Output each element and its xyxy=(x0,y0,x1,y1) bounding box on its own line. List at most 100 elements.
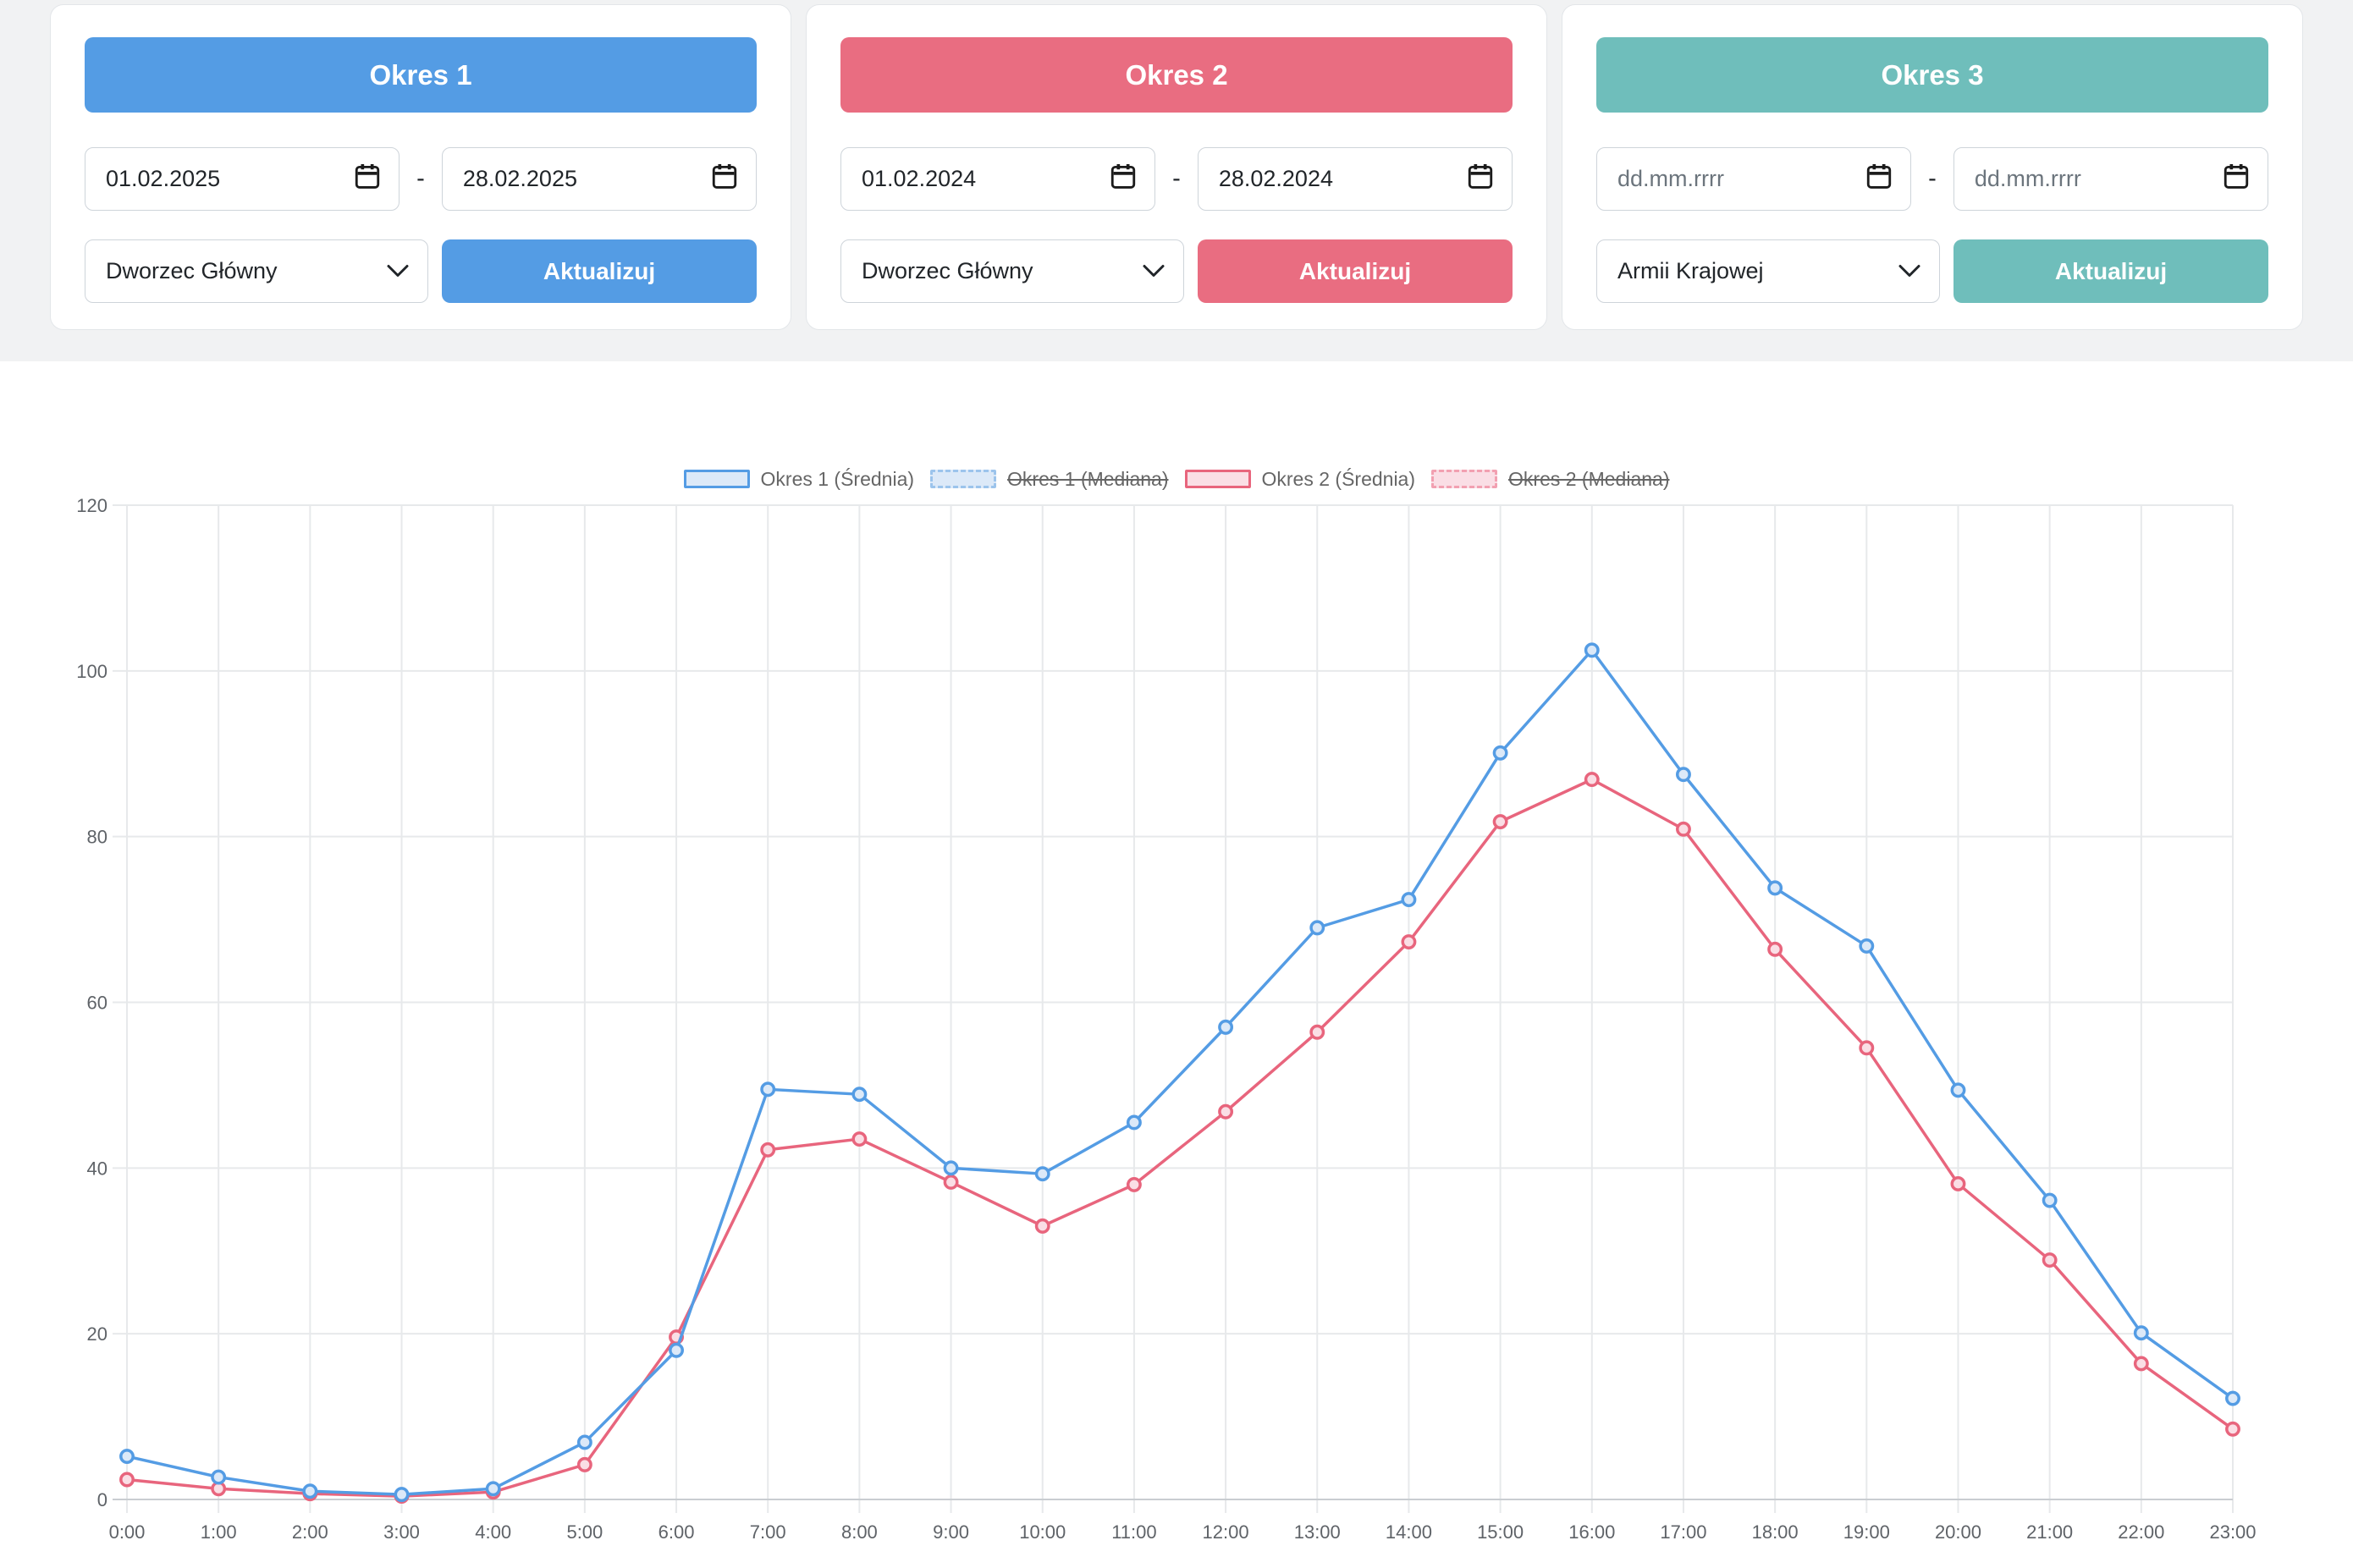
okres-2-title: Okres 2 xyxy=(1125,58,1228,91)
station-select-value: Dworzec Główny xyxy=(106,258,278,283)
svg-text:10:00: 10:00 xyxy=(1019,1521,1066,1543)
svg-text:13:00: 13:00 xyxy=(1294,1521,1341,1543)
legend-item-okres-1-srednia[interactable]: Okres 1 (Średnia) xyxy=(683,467,915,491)
svg-text:4:00: 4:00 xyxy=(475,1521,511,1543)
svg-text:7:00: 7:00 xyxy=(750,1521,786,1543)
svg-text:17:00: 17:00 xyxy=(1660,1521,1706,1543)
okres-3-title: Okres 3 xyxy=(1881,58,1984,91)
svg-text:60: 60 xyxy=(87,993,107,1014)
chart-legend: Okres 1 (Średnia) Okres 1 (Mediana) Okre… xyxy=(0,461,2353,497)
update-button-label: Aktualizuj xyxy=(543,257,656,284)
svg-text:2:00: 2:00 xyxy=(292,1521,328,1543)
okres-1-date-from-input[interactable]: 01.02.2025 xyxy=(85,147,400,211)
okres-1-controls-row: Dworzec Główny Aktualizuj xyxy=(85,239,757,303)
svg-text:21:00: 21:00 xyxy=(2026,1521,2073,1543)
date-to-value: 28.02.2025 xyxy=(462,166,577,191)
date-from-value: 01.02.2025 xyxy=(106,166,221,191)
calendar-icon[interactable] xyxy=(1466,161,1495,197)
okres-1-card: Okres 1 01.02.2025 - 28.02.2025 xyxy=(50,4,791,330)
okres-3-card: Okres 3 dd.mm.rrrr - dd.mm.rrrr xyxy=(1562,4,2303,330)
update-button-label: Aktualizuj xyxy=(1298,257,1412,284)
svg-text:9:00: 9:00 xyxy=(933,1521,969,1543)
svg-text:40: 40 xyxy=(87,1158,107,1179)
svg-text:15:00: 15:00 xyxy=(1477,1521,1524,1543)
date-range-separator: - xyxy=(1928,165,1937,192)
svg-text:20: 20 xyxy=(87,1323,107,1345)
okres-3-date-row: dd.mm.rrrr - dd.mm.rrrr xyxy=(1596,147,2269,211)
svg-text:120: 120 xyxy=(76,495,107,516)
svg-text:16:00: 16:00 xyxy=(1568,1521,1615,1543)
legend-label: Okres 1 (Średnia) xyxy=(760,467,915,490)
okres-3-date-to-input[interactable]: dd.mm.rrrr xyxy=(1953,147,2269,211)
svg-text:80: 80 xyxy=(87,827,107,848)
svg-text:8:00: 8:00 xyxy=(841,1521,878,1543)
okres-3-header-button[interactable]: Okres 3 xyxy=(1596,37,2268,113)
legend-item-okres-2-srednia[interactable]: Okres 2 (Średnia) xyxy=(1184,467,1416,491)
date-range-separator: - xyxy=(416,165,425,192)
axis-labels: 0:00 1:00 2:00 3:00 4:00 5:00 6:00 7:00 8:00 9:00… xyxy=(76,495,2256,1543)
calendar-icon[interactable] xyxy=(1109,161,1138,197)
svg-text:1:00: 1:00 xyxy=(201,1521,237,1543)
legend-swatch-dashed-blue xyxy=(930,470,997,488)
okres-2-date-from-input[interactable]: 01.02.2024 xyxy=(840,147,1156,211)
update-button-label: Aktualizuj xyxy=(2054,257,2168,284)
calendar-icon[interactable] xyxy=(710,161,739,197)
okres-2-update-button[interactable]: Aktualizuj xyxy=(1198,239,1513,303)
svg-text:100: 100 xyxy=(76,661,107,682)
period-cards-row: Okres 1 01.02.2025 - 28.02.2025 xyxy=(50,4,2303,330)
calendar-icon[interactable] xyxy=(1865,161,1893,197)
okres-1-date-row: 01.02.2025 - 28.02.2025 xyxy=(85,147,758,211)
svg-text:5:00: 5:00 xyxy=(566,1521,603,1543)
legend-label: Okres 2 (Mediana) xyxy=(1508,467,1670,490)
grid-lines xyxy=(113,504,2234,1513)
legend-item-okres-2-mediana[interactable]: Okres 2 (Mediana) xyxy=(1431,468,1669,491)
okres-2-controls-row: Dworzec Główny Aktualizuj xyxy=(840,239,1513,303)
svg-text:14:00: 14:00 xyxy=(1386,1521,1432,1543)
date-to-value: 28.02.2024 xyxy=(1218,166,1333,191)
calendar-icon[interactable] xyxy=(2222,161,2251,197)
date-range-separator: - xyxy=(1172,165,1181,192)
okres-3-controls-row: Armii Krajowej Aktualizuj xyxy=(1596,239,2268,303)
legend-label: Okres 2 (Średnia) xyxy=(1261,467,1416,490)
svg-text:11:00: 11:00 xyxy=(1111,1521,1156,1543)
period-cards-section: Okres 1 01.02.2025 - 28.02.2025 xyxy=(0,0,2353,361)
calendar-icon[interactable] xyxy=(353,161,382,197)
series-Okres 2 (Średnia) xyxy=(119,772,2240,1505)
svg-text:23:00: 23:00 xyxy=(2209,1521,2256,1543)
svg-text:20:00: 20:00 xyxy=(1935,1521,1981,1543)
chevron-down-icon xyxy=(1143,258,1165,284)
svg-text:3:00: 3:00 xyxy=(383,1521,420,1543)
okres-3-station-select[interactable]: Armii Krajowej xyxy=(1596,239,1940,303)
chevron-down-icon xyxy=(387,258,409,284)
okres-1-date-to-input[interactable]: 28.02.2025 xyxy=(441,147,758,211)
legend-item-okres-1-mediana[interactable]: Okres 1 (Mediana) xyxy=(930,467,1169,491)
okres-3-date-from-input[interactable]: dd.mm.rrrr xyxy=(1596,147,1912,211)
svg-text:6:00: 6:00 xyxy=(659,1521,695,1543)
svg-text:12:00: 12:00 xyxy=(1203,1521,1249,1543)
okres-1-update-button[interactable]: Aktualizuj xyxy=(442,239,757,303)
okres-1-title: Okres 1 xyxy=(369,58,472,91)
okres-2-date-to-input[interactable]: 28.02.2024 xyxy=(1197,147,1513,211)
series-Okres 1 (Średnia) xyxy=(119,642,2240,1503)
okres-1-station-select[interactable]: Dworzec Główny xyxy=(85,239,428,303)
station-select-value: Dworzec Główny xyxy=(862,258,1033,283)
date-from-value: 01.02.2024 xyxy=(862,166,977,191)
station-select-value: Armii Krajowej xyxy=(1617,258,1764,283)
okres-2-card: Okres 2 01.02.2024 - 28.02.2024 xyxy=(806,4,1547,330)
legend-swatch-solid-pink xyxy=(1184,470,1251,488)
svg-text:18:00: 18:00 xyxy=(1752,1521,1799,1543)
legend-swatch-dashed-pink xyxy=(1431,470,1498,488)
date-from-placeholder: dd.mm.rrrr xyxy=(1617,166,1724,191)
okres-3-update-button[interactable]: Aktualizuj xyxy=(1953,239,2268,303)
svg-text:0:00: 0:00 xyxy=(109,1521,146,1543)
svg-text:22:00: 22:00 xyxy=(2118,1521,2164,1543)
okres-2-date-row: 01.02.2024 - 28.02.2024 xyxy=(840,147,1513,211)
date-to-placeholder: dd.mm.rrrr xyxy=(1974,166,2081,191)
svg-text:0: 0 xyxy=(97,1489,107,1510)
legend-label: Okres 1 (Mediana) xyxy=(1007,467,1169,490)
legend-swatch-solid-blue xyxy=(683,470,750,488)
okres-2-station-select[interactable]: Dworzec Główny xyxy=(840,239,1184,303)
okres-1-header-button[interactable]: Okres 1 xyxy=(85,37,757,113)
okres-2-header-button[interactable]: Okres 2 xyxy=(840,37,1513,113)
chevron-down-icon xyxy=(1898,258,1920,284)
